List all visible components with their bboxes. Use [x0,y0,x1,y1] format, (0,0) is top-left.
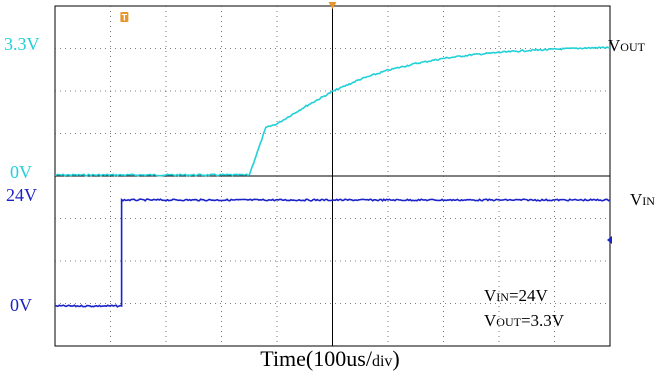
vin-panel-trace [54,197,611,308]
markers: T [120,2,612,244]
x-axis-label: Time(100us/div) [260,346,400,371]
vout-top-label: 3.3V [4,34,40,54]
vin-bottom-label: 0V [10,295,32,315]
vout-annotation: VOUT=3.3V [484,311,565,330]
vin-side-label: VIN [630,190,655,209]
vout-bottom-label: 0V [10,162,32,182]
traces [54,46,611,308]
vout-side-label: VOUT [608,36,645,55]
vin-top-label: 24V [6,185,37,205]
trigger-level-arrow-icon [607,236,612,244]
trigger-marker-label: T [122,13,128,23]
vin-annotation: VIN=24V [484,286,548,305]
vout-panel-trace [54,46,611,177]
time-position-icon [328,2,337,9]
trigger-marker-icon [120,12,129,22]
